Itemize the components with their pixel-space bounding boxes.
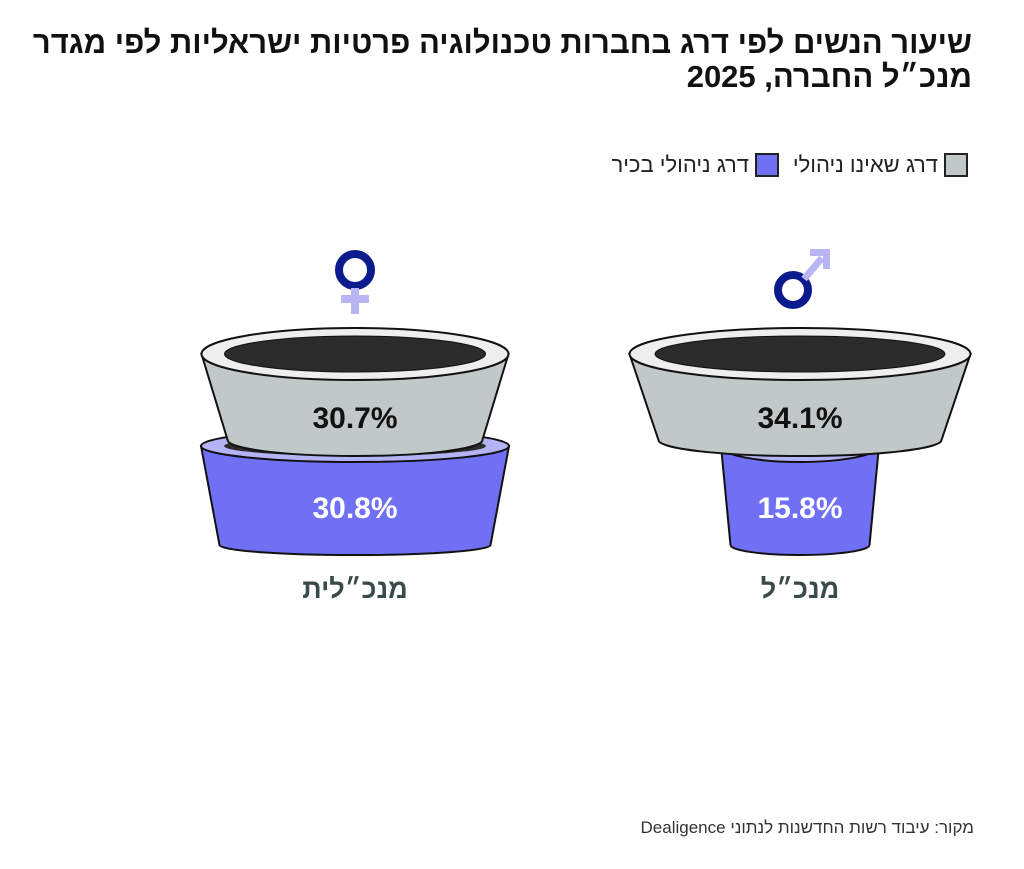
category-label: מנכ״ל	[761, 574, 839, 604]
male-icon-arrow-shaft	[801, 255, 825, 282]
data-label-senior-management: 30.8%	[312, 492, 397, 525]
legend-label: דרג שאינו ניהולי	[792, 152, 938, 177]
male-icon-ring	[774, 271, 812, 309]
source-note: מקור: עיבוד רשות החדשנות לנתוני Dealigen…	[640, 818, 974, 837]
bar-senior-management	[719, 445, 881, 556]
chart-title: שיעור הנשים לפי דרג בחברות טכנולוגיה פרט…	[32, 25, 972, 94]
funnel-group-1: 34.1% 15.8% מנכ״ל	[628, 249, 972, 604]
bar-non-management	[200, 353, 510, 457]
female-icon-ring	[335, 250, 375, 290]
category-label: מנכ״לית	[302, 574, 407, 604]
female-icon-bar	[341, 295, 369, 303]
legend-label: דרג ניהולי בכיר	[611, 152, 749, 177]
bar-non-management	[628, 353, 972, 457]
legend: דרג שאינו ניהולי דרג ניהולי בכיר	[611, 152, 968, 178]
legend-swatch-non-management	[944, 153, 968, 177]
funnel-group-0: 30.7% 30.8% מנכ״לית	[199, 250, 511, 604]
legend-swatch-senior-management	[754, 153, 779, 177]
data-label-senior-management: 15.8%	[757, 492, 842, 525]
legend-item-senior-management: דרג ניהולי בכיר	[611, 152, 779, 178]
male-icon	[774, 249, 830, 309]
legend-item-non-management: דרג שאינו ניהולי	[793, 152, 968, 178]
bar-senior-management	[199, 445, 511, 556]
bar-non-management-inner	[654, 335, 946, 373]
bar-non-management-inner	[224, 335, 486, 373]
male-icon-arrow-head	[810, 249, 830, 269]
data-label-non-management: 34.1%	[757, 402, 842, 435]
female-icon	[335, 250, 375, 314]
data-label-non-management: 30.7%	[312, 402, 397, 435]
